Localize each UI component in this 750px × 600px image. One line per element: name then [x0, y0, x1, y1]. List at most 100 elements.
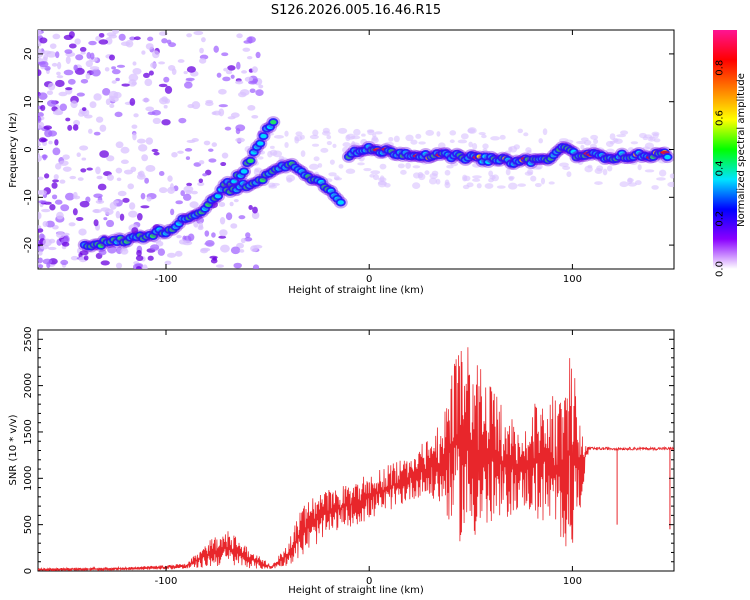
- noise-blob: [308, 163, 319, 170]
- noise-blob: [332, 143, 337, 148]
- noise-blob: [59, 103, 68, 111]
- noise-blob: [158, 83, 168, 88]
- noise-blob: [54, 139, 59, 146]
- spectrogram-ylabel: Frequency (Hz): [8, 112, 19, 188]
- noise-blob: [239, 89, 250, 96]
- noise-blob: [527, 168, 534, 175]
- noise-blob: [200, 248, 209, 254]
- noise-blob: [249, 88, 256, 94]
- noise-blob: [224, 126, 232, 131]
- noise-blob: [345, 168, 356, 174]
- noise-blob: [266, 132, 275, 136]
- ridge-peak: [257, 141, 264, 146]
- noise-blob: [239, 249, 245, 253]
- ridge-peak: [97, 243, 105, 248]
- noise-blob: [158, 171, 165, 176]
- noise-blob: [147, 255, 154, 261]
- noise-blob: [177, 59, 185, 63]
- ridge-peak: [664, 154, 671, 160]
- spectrogram-xticks: -100 0 100: [155, 30, 582, 285]
- noise-blob: [372, 133, 377, 138]
- noise-blob: [89, 66, 100, 71]
- noise-blob: [619, 181, 629, 188]
- noise-blob: [220, 244, 230, 253]
- y-tick-label: 2000: [23, 373, 34, 398]
- noise-blob: [251, 66, 258, 73]
- noise-blob: [240, 237, 246, 244]
- noise-blob: [211, 232, 216, 238]
- noise-blob: [122, 197, 130, 203]
- noise-blob: [596, 165, 604, 172]
- noise-blob: [412, 182, 421, 190]
- noise-blob: [202, 173, 208, 177]
- noise-blob: [424, 170, 430, 175]
- noise-blob: [478, 131, 486, 136]
- noise-blob: [163, 76, 170, 83]
- noise-blob: [616, 134, 627, 138]
- noise-blob: [38, 121, 45, 129]
- noise-blob: [656, 177, 666, 181]
- noise-blob: [185, 156, 191, 161]
- colorbar-tick-label: 0.8: [714, 60, 725, 76]
- x-tick-label: 100: [563, 274, 582, 285]
- noise-blob: [517, 128, 524, 134]
- noise-blob: [421, 160, 428, 165]
- noise-blob: [168, 42, 177, 48]
- noise-blob: [594, 181, 603, 185]
- noise-blob: [361, 133, 366, 137]
- x-tick-label: 0: [366, 274, 372, 285]
- noise-blob: [38, 211, 42, 220]
- noise-blob: [429, 173, 438, 179]
- noise-blob: [222, 76, 231, 82]
- noise-blob: [87, 128, 93, 134]
- noise-blob: [147, 111, 156, 116]
- noise-blob: [100, 207, 110, 212]
- page-title: S126.2026.005.16.46.R15: [271, 3, 441, 18]
- noise-blob: [98, 32, 105, 38]
- noise-blob: [435, 178, 441, 185]
- noise-blob: [513, 144, 520, 150]
- noise-blob: [235, 80, 244, 85]
- noise-blob: [199, 47, 204, 54]
- noise-blob: [95, 36, 101, 42]
- noise-blob: [80, 168, 87, 173]
- noise-blob: [535, 163, 543, 170]
- noise-blob: [219, 229, 228, 237]
- x-tick-label: -100: [155, 274, 178, 285]
- noise-blob: [190, 190, 198, 195]
- noise-blob: [46, 90, 54, 96]
- noise-blob: [56, 75, 64, 79]
- ridge-peak: [214, 193, 222, 199]
- noise-blob: [491, 174, 499, 182]
- noise-blob: [116, 177, 122, 182]
- noise-blob: [142, 97, 150, 103]
- noise-blob: [38, 112, 44, 118]
- noise-blob: [135, 255, 144, 262]
- noise-blob: [85, 72, 91, 80]
- noise-blob: [627, 147, 635, 153]
- noise-blob: [508, 175, 515, 180]
- noise-blob: [128, 210, 138, 218]
- noise-blob: [580, 137, 589, 142]
- noise-blob: [388, 137, 394, 142]
- noise-blob: [238, 215, 246, 220]
- noise-blob: [484, 183, 494, 189]
- ridge-peak: [231, 179, 238, 184]
- noise-blob: [393, 135, 400, 143]
- colorbar-tick-label: 0.0: [714, 261, 725, 277]
- noise-blob: [129, 36, 136, 41]
- noise-blob: [44, 173, 50, 179]
- noise-blob: [245, 232, 251, 238]
- noise-blob: [138, 144, 148, 152]
- noise-blob: [85, 196, 91, 203]
- noise-blob: [48, 140, 53, 145]
- noise-blob: [284, 130, 289, 137]
- noise-blob: [145, 165, 156, 172]
- noise-blob: [70, 255, 79, 261]
- noise-blob: [321, 130, 331, 136]
- colorbar-tick-label: 0.4: [714, 160, 725, 176]
- noise-blob: [68, 222, 76, 227]
- noise-blob: [248, 80, 258, 85]
- noise-blob: [141, 50, 146, 55]
- noise-blob: [609, 140, 615, 145]
